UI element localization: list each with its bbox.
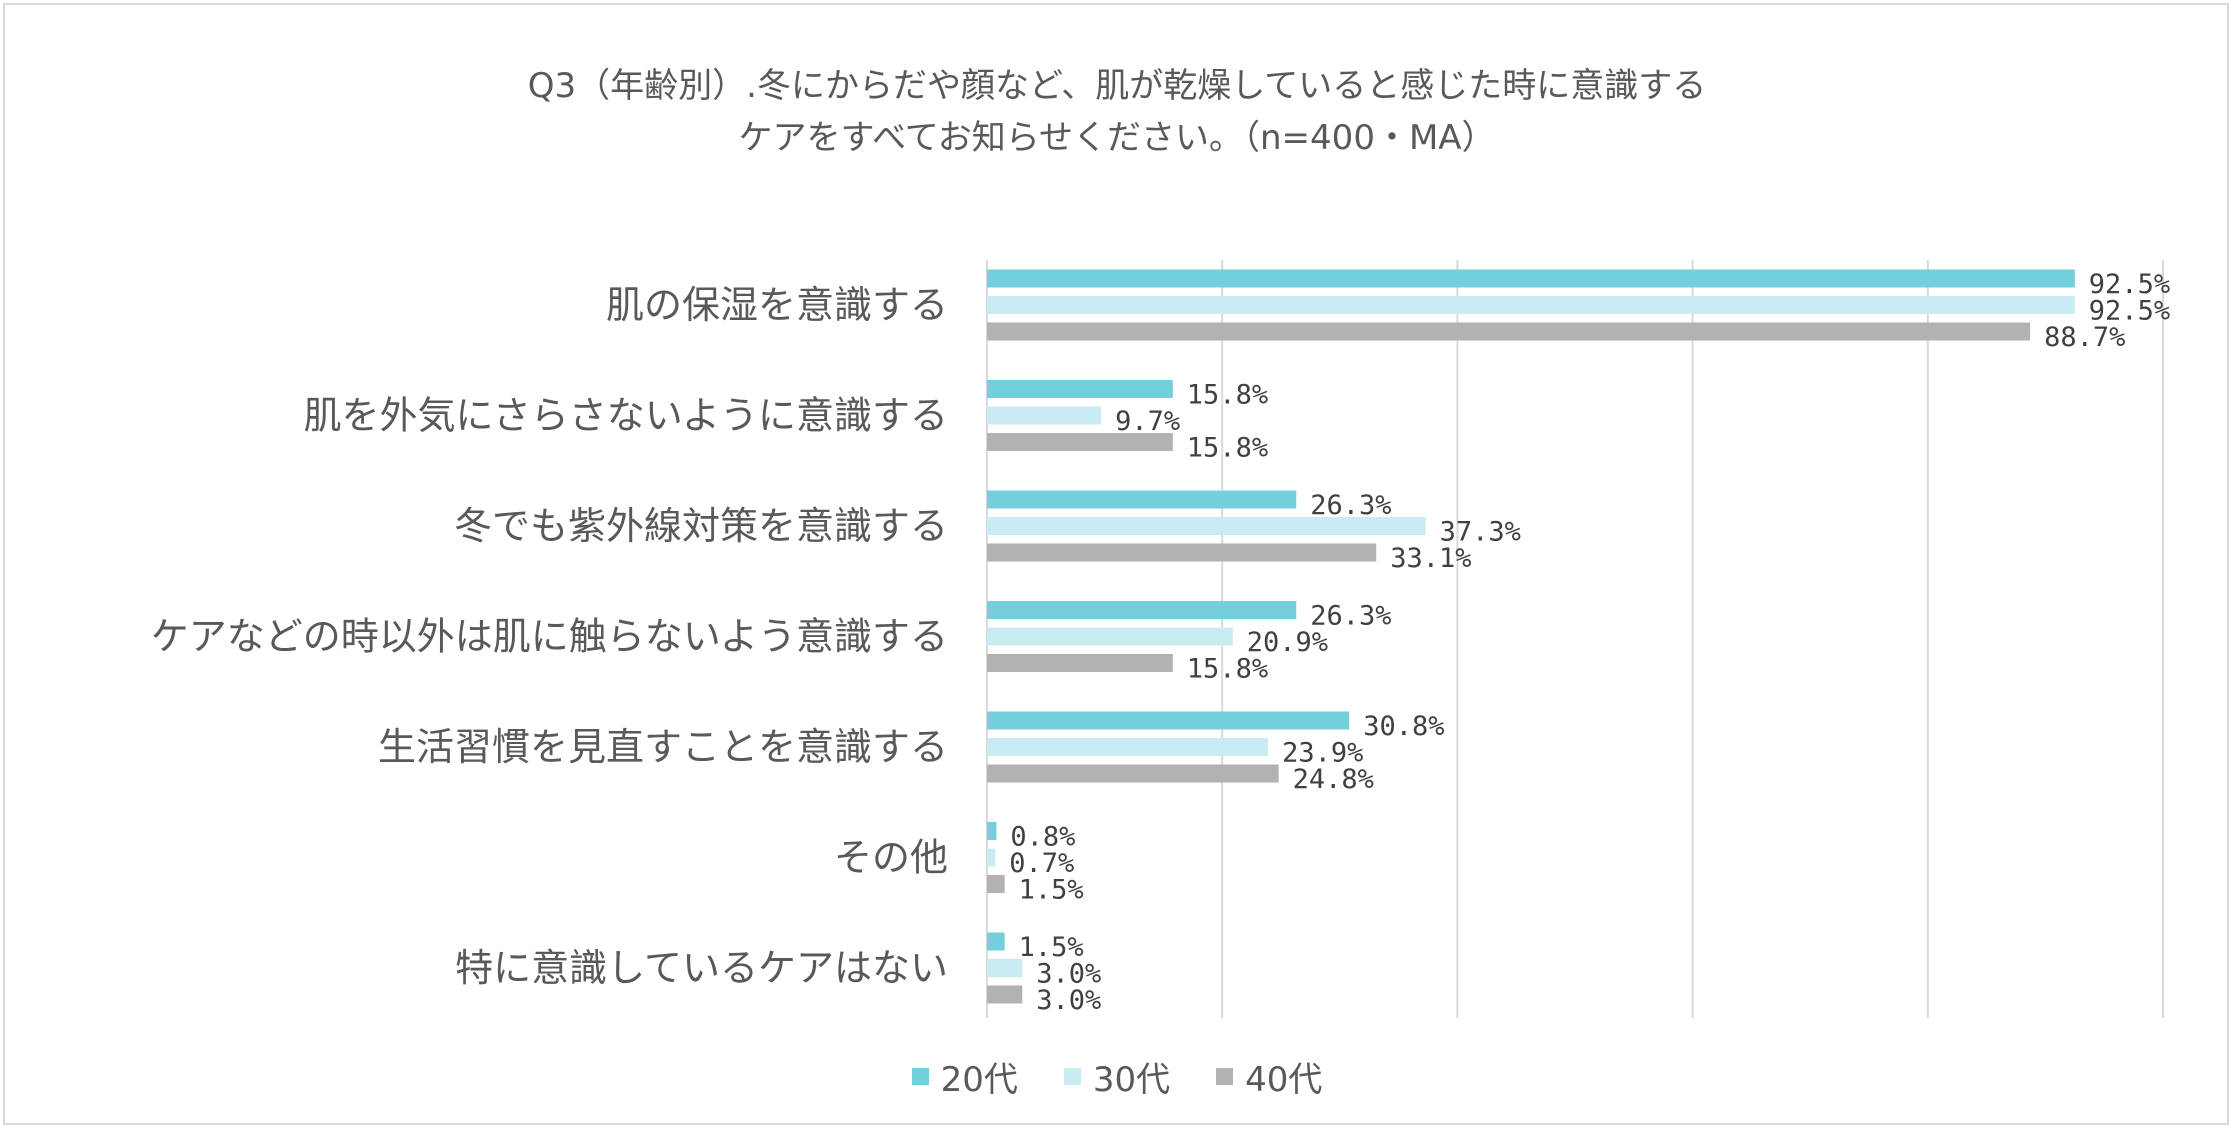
- data-label: 33.1%: [1390, 543, 1471, 574]
- category-label: ケアなどの時以外は肌に触らないよう意識する: [151, 615, 948, 659]
- bar-40代: [987, 654, 1173, 672]
- category-label: 肌の保湿を意識する: [606, 283, 948, 327]
- category-label: 生活習慣を見直すことを意識する: [378, 725, 948, 769]
- legend-label: 40代: [1245, 1060, 1323, 1100]
- bar-20代: [987, 932, 1005, 951]
- bar-30代: [987, 738, 1269, 756]
- legend-item: 40代: [1216, 1052, 1322, 1101]
- data-label: 9.7%: [1115, 406, 1180, 437]
- data-label: 1.5%: [1019, 932, 1084, 963]
- legend-item: 20代: [911, 1052, 1018, 1101]
- bar-20代: [987, 269, 2075, 288]
- bar-30代: [987, 848, 996, 867]
- bar-30代: [987, 406, 1102, 425]
- category-label: 冬でも紫外線対策を意識する: [454, 504, 948, 548]
- data-label: 26.3%: [1310, 490, 1391, 521]
- legend: 20代 30代 40代: [0, 1052, 2234, 1101]
- data-label: 20.9%: [1247, 627, 1328, 658]
- data-label: 88.7%: [2044, 322, 2125, 353]
- category-labels: 肌の保湿を意識する肌を外気にさらさないように意識する冬でも紫外線対策を意識するケ…: [151, 283, 948, 990]
- bar-40代: [987, 875, 1005, 893]
- chart-frame: [3, 3, 2229, 1125]
- bar-20代: [987, 601, 1297, 619]
- data-label: 92.5%: [2089, 269, 2170, 300]
- legend-item: 30代: [1063, 1052, 1171, 1101]
- bars: [987, 269, 2075, 1004]
- bar-30代: [987, 296, 2075, 314]
- data-label: 26.3%: [1310, 601, 1391, 632]
- chart-title: Q3（年齢別）.冬にからだや顔など、肌が乾燥していると感じた時に意識する ケアを…: [0, 60, 2234, 164]
- data-label: 3.0%: [1036, 959, 1101, 990]
- data-label: 15.8%: [1187, 654, 1268, 685]
- data-label: 0.7%: [1009, 848, 1074, 879]
- bar-40代: [987, 322, 2031, 341]
- bar-20代: [987, 711, 1350, 730]
- category-label: 肌を外気にさらさないように意識する: [304, 394, 948, 438]
- data-labels: 92.5%92.5%88.7%15.8%9.7%15.8%26.3%37.3%3…: [1009, 269, 2170, 1016]
- data-label: 0.8%: [1010, 822, 1075, 853]
- legend-label: 20代: [940, 1060, 1018, 1100]
- legend-swatch: [1216, 1068, 1234, 1085]
- bar-30代: [987, 959, 1023, 977]
- bar-40代: [987, 985, 1023, 1004]
- data-label: 23.9%: [1282, 738, 1363, 769]
- data-label: 15.8%: [1187, 433, 1268, 464]
- bar-20代: [987, 490, 1297, 509]
- legend-swatch: [1063, 1068, 1081, 1085]
- data-label: 15.8%: [1187, 380, 1268, 411]
- chart-title-line-2: ケアをすべてお知らせください。（n=400・MA）: [738, 118, 1496, 158]
- bar-40代: [987, 764, 1279, 783]
- data-label: 3.0%: [1036, 985, 1101, 1016]
- data-label: 30.8%: [1363, 711, 1444, 742]
- bar-20代: [987, 380, 1173, 398]
- bar-20代: [987, 822, 997, 840]
- data-label: 1.5%: [1019, 875, 1084, 906]
- bar-30代: [987, 517, 1426, 535]
- data-label: 24.8%: [1293, 764, 1374, 795]
- bar-40代: [987, 433, 1173, 451]
- data-label: 92.5%: [2089, 296, 2170, 327]
- legend-swatch: [911, 1068, 929, 1085]
- bar-30代: [987, 627, 1233, 646]
- category-label: 特に意識しているケアはない: [455, 946, 948, 990]
- chart-title-line-1: Q3（年齢別）.冬にからだや顔など、肌が乾燥していると感じた時に意識する: [527, 66, 1707, 106]
- data-label: 37.3%: [1440, 517, 1521, 548]
- bar-40代: [987, 543, 1377, 562]
- category-label: その他: [834, 836, 948, 880]
- legend-label: 30代: [1092, 1060, 1171, 1100]
